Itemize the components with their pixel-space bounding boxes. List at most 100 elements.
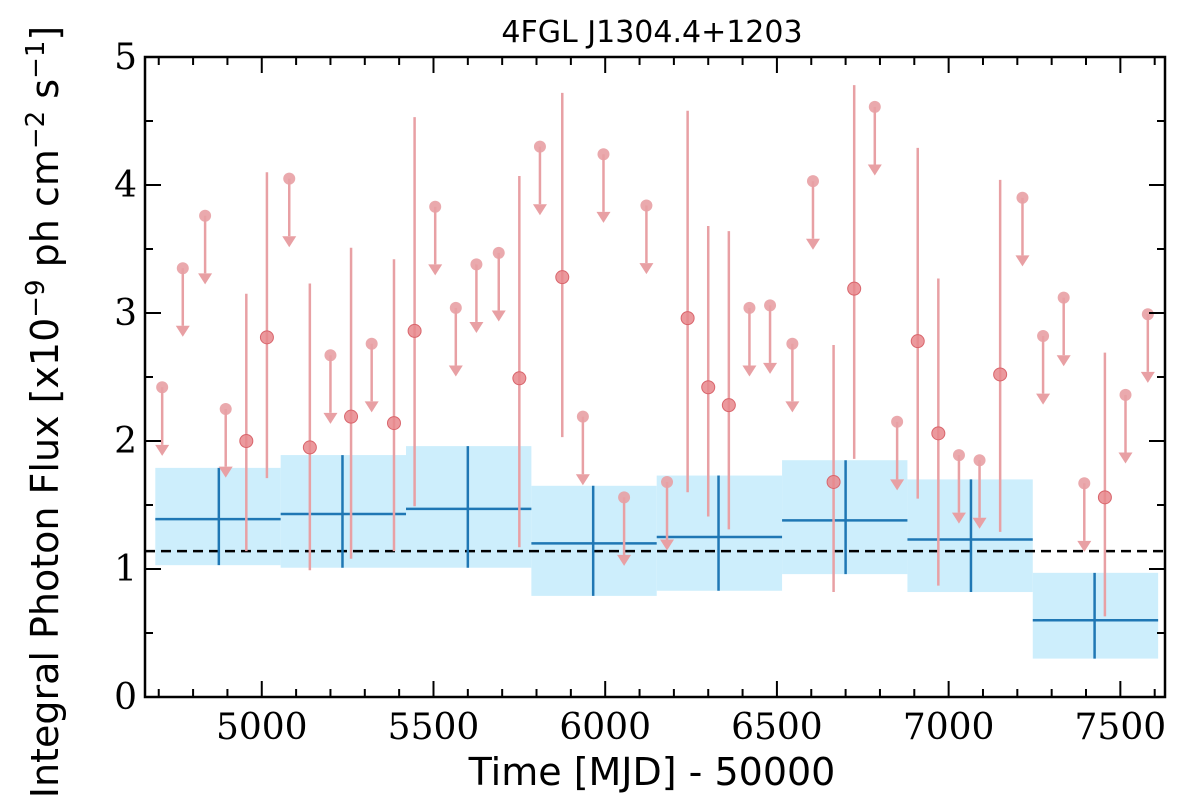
- upper-limit-arrow: [1015, 255, 1030, 267]
- upper-limit-arrow: [1056, 355, 1071, 367]
- upper-limit-point: [324, 349, 337, 362]
- upper-limit-arrow: [1140, 371, 1155, 383]
- upper-limit-point: [1119, 388, 1132, 401]
- y-tick-label: 5: [114, 37, 137, 78]
- upper-limit-point: [533, 140, 546, 153]
- axis-ticks: [145, 56, 1165, 698]
- upper-limit-point: [597, 148, 610, 161]
- upper-limit-arrow: [1077, 540, 1092, 552]
- short-bin-point: [386, 416, 401, 431]
- upper-limit-point: [806, 175, 819, 188]
- upper-limit-arrow: [785, 401, 800, 413]
- y-tick-label: 0: [114, 677, 137, 718]
- x-tick-label: 6000: [559, 707, 651, 748]
- upper-limit-point: [429, 200, 442, 213]
- short-bin-point: [555, 270, 570, 285]
- upper-limit-point: [199, 209, 212, 222]
- short-bin-point: [1097, 490, 1112, 505]
- short-bin-point: [701, 380, 716, 395]
- long-bin-bands: [155, 446, 1159, 659]
- upper-limit-point: [661, 475, 674, 488]
- upper-limit-arrow: [323, 412, 338, 424]
- upper-limit-point: [973, 454, 986, 467]
- short-bin-point: [344, 409, 359, 424]
- x-axis-label: Time [MJD] - 50000: [468, 750, 836, 794]
- upper-limit-point: [640, 199, 653, 212]
- x-tick-label: 7500: [1075, 707, 1167, 748]
- upper-limit-point: [743, 301, 756, 314]
- short-bin-point: [931, 426, 946, 441]
- plot-frame: [143, 55, 1167, 699]
- upper-limit-arrow: [763, 362, 778, 374]
- upper-limit-point: [156, 381, 169, 394]
- upper-limit-point: [868, 100, 881, 113]
- upper-limit-arrow: [175, 325, 190, 337]
- x-tick-label: 5000: [216, 707, 308, 748]
- upper-limit-point: [576, 410, 589, 423]
- x-tick-label: 7000: [903, 707, 995, 748]
- upper-limit-arrow: [660, 539, 675, 551]
- upper-limit-arrow: [155, 444, 170, 456]
- upper-limit-arrow: [951, 512, 966, 524]
- short-bin-point: [512, 371, 527, 386]
- long-bin-markers: [155, 446, 1159, 659]
- upper-limit-point: [1078, 477, 1091, 490]
- upper-limit-arrow: [469, 321, 484, 333]
- upper-limit-arrow: [639, 263, 654, 275]
- y-tick-label: 1: [114, 549, 137, 590]
- short-bin-point: [721, 398, 736, 413]
- short-bin-point: [239, 434, 254, 448]
- y-tick-label: 2: [114, 421, 137, 462]
- upper-limit-point: [283, 172, 296, 185]
- upper-limit-arrow: [1036, 393, 1051, 405]
- upper-limit-point: [618, 491, 631, 504]
- upper-limit-arrow: [428, 264, 443, 276]
- upper-limit-arrow: [867, 164, 882, 176]
- upper-limit-point: [176, 262, 189, 275]
- upper-limit-arrow: [890, 479, 905, 491]
- short-bin-point: [826, 474, 841, 489]
- upper-limit-arrow: [282, 236, 297, 248]
- short-bin-point: [910, 334, 925, 349]
- upper-limit-point: [219, 403, 232, 415]
- y-axis-label: Integral Photon Flux [x10−9 ph cm−2 s−1]: [21, 26, 67, 799]
- axis-tick-labels: 5000 5500 6000 6500 7000 7500 0 1 2 3 4 5: [114, 37, 1166, 748]
- upper-limit-arrow: [617, 554, 632, 566]
- upper-limit-arrow: [596, 211, 611, 223]
- short-bin-point: [302, 440, 317, 455]
- upper-limit-point: [786, 337, 799, 350]
- plot-axes: [143, 55, 1167, 699]
- upper-limit-arrow: [218, 466, 233, 478]
- upper-limit-point: [449, 301, 462, 314]
- x-tick-label: 6500: [731, 707, 823, 748]
- upper-limit-point: [891, 415, 904, 428]
- short-bin-point: [680, 311, 695, 326]
- upper-limit-arrow: [972, 517, 987, 529]
- upper-limit-arrow: [575, 474, 590, 486]
- upper-limit-point: [1057, 291, 1070, 304]
- upper-limit-point: [492, 246, 505, 259]
- upper-limit-arrow: [364, 401, 379, 413]
- upper-limit-arrow: [491, 310, 506, 322]
- upper-limit-point: [1141, 308, 1154, 321]
- short-bin-point: [259, 330, 274, 345]
- upper-limit-arrow: [742, 365, 757, 377]
- chart-title: 4FGL J1304.4+1203: [501, 15, 802, 50]
- upper-limit-arrow: [198, 273, 213, 285]
- upper-limit-arrow: [1118, 452, 1133, 464]
- short-bin-point: [407, 323, 422, 338]
- upper-limit-point: [365, 337, 378, 350]
- upper-limit-point: [1016, 191, 1029, 204]
- short-bin-markers: [155, 85, 1155, 617]
- y-tick-label: 3: [114, 293, 137, 334]
- upper-limit-point: [1037, 330, 1050, 343]
- upper-limit-arrow: [532, 204, 547, 216]
- x-tick-label: 5500: [388, 707, 480, 748]
- upper-limit-arrow: [805, 238, 820, 250]
- short-bin-point: [847, 281, 862, 296]
- short-bin-point: [993, 367, 1008, 382]
- upper-limit-point: [470, 258, 483, 271]
- upper-limit-point: [952, 449, 965, 462]
- y-tick-label: 4: [114, 165, 137, 206]
